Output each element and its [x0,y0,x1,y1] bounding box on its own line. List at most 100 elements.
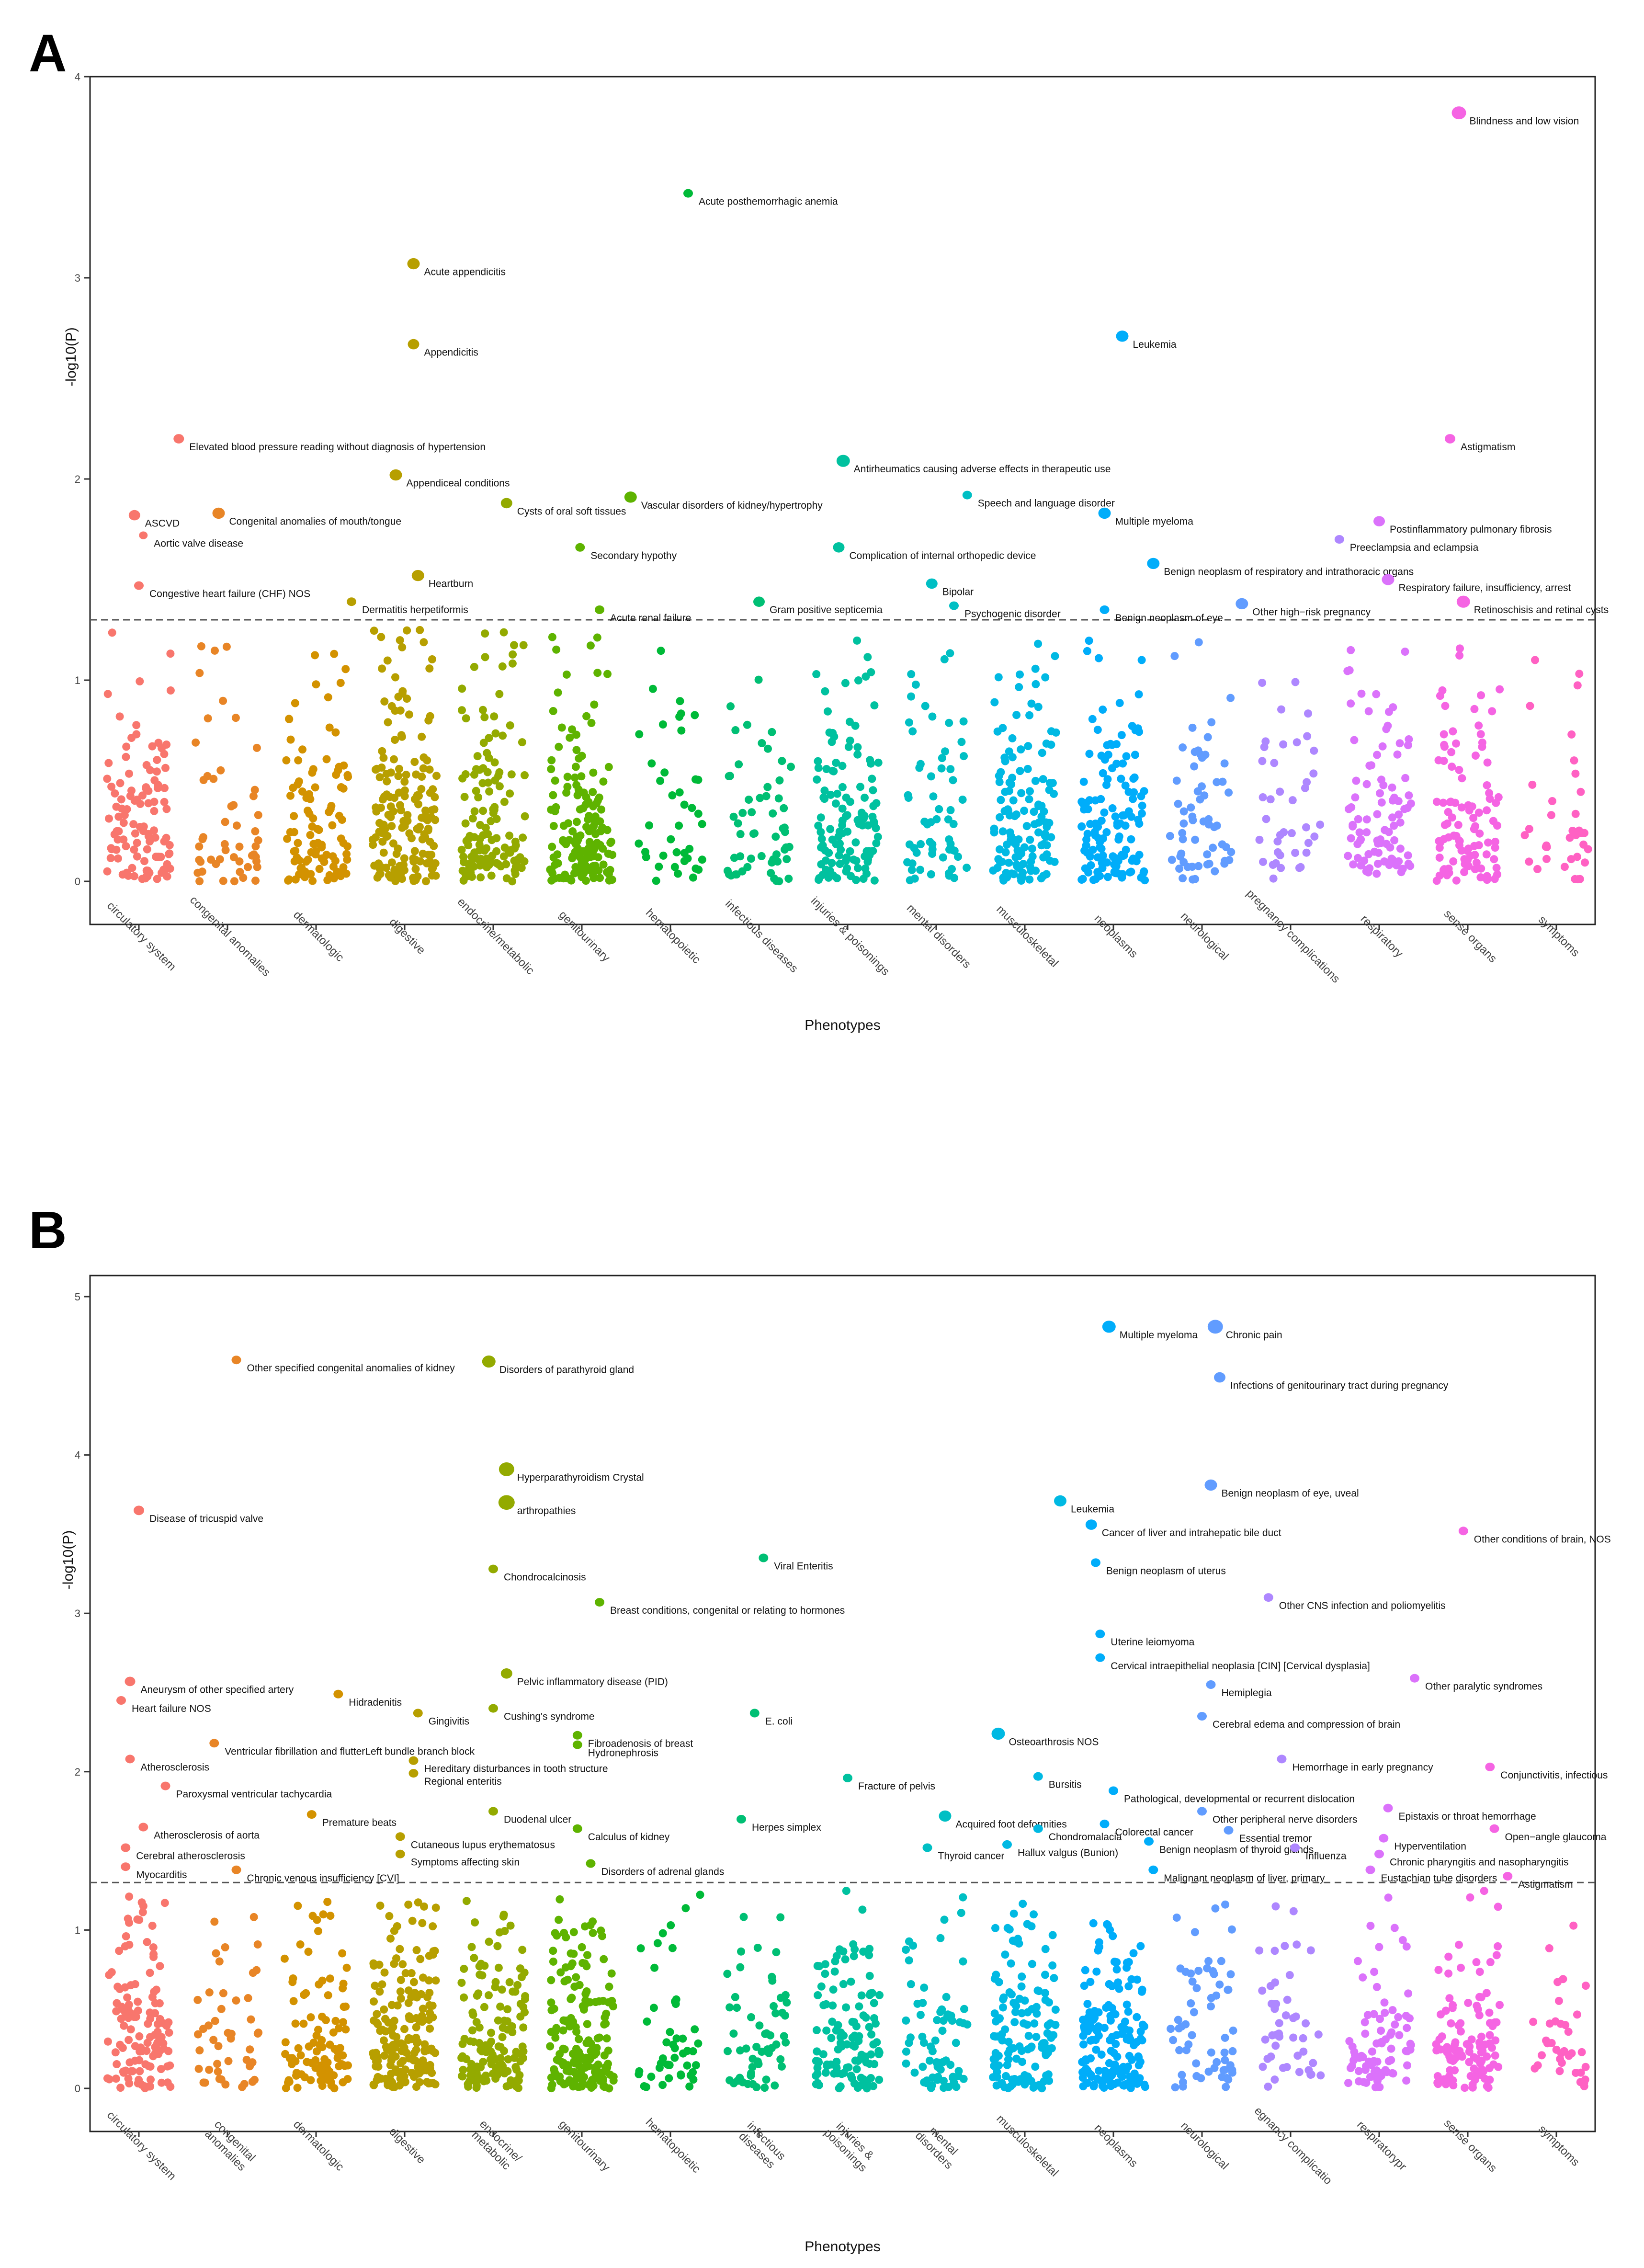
significant-point-marker [683,189,693,198]
data-point [1016,670,1024,679]
panel-b-x-tick-label-hematopoietic: hematopoietic [643,2116,703,2176]
significant-point-marker [1410,1674,1419,1683]
data-point [195,877,204,886]
panel-b-significant-point-colorectal-cancer: Colorectal cancer [1100,1819,1193,1838]
data-point [282,756,291,764]
panel-b-significant-point-other-peripheral-nerve-disorders: Other peripheral nerve disorders [1197,1807,1357,1825]
data-point [308,768,317,777]
data-point [1302,2019,1310,2028]
data-point [999,1993,1008,2002]
data-point [312,680,320,689]
panel-b-points-infectious-diseases [723,1913,791,2092]
panel-b-significant-point-conjunctivitis-infectious: Conjunctivitis, infectious [1485,1762,1608,1781]
data-point [142,783,150,792]
data-point [827,790,835,799]
data-point [380,2051,388,2060]
significant-point-marker [395,1849,405,1858]
data-point [485,1991,493,2000]
data-point [479,764,488,773]
data-point [162,872,171,880]
data-point [597,805,605,814]
significant-point-label: Preeclampsia and eclampsia [1350,542,1479,553]
data-point [547,756,556,764]
data-point [137,1898,146,1907]
data-point [1483,2052,1491,2061]
data-point [685,2082,694,2091]
data-point [829,1985,838,1994]
data-point [778,2062,786,2071]
data-point [416,626,424,634]
significant-point-marker [1373,516,1385,526]
data-point [666,2028,674,2036]
panel-b-significant-point-fibroadenosis-of-breast: Fibroadenosis of breast [572,1731,693,1749]
data-point [1381,826,1389,834]
data-point [1576,2068,1585,2077]
data-point [399,861,408,869]
data-point [731,1993,739,2001]
data-point [1204,1957,1213,1965]
data-point [472,786,480,795]
data-point [1217,1957,1225,1965]
data-point [599,860,608,869]
data-point [1455,766,1463,774]
data-point [1212,1991,1221,2000]
data-point [1023,764,1032,773]
data-point [389,2023,397,2031]
data-point [870,876,879,885]
data-point [460,2035,469,2043]
data-point [1037,874,1045,883]
data-point [1285,1971,1294,1979]
data-point [908,727,917,736]
data-point [412,770,420,779]
data-point [1209,843,1217,852]
data-point [398,643,407,651]
data-point [420,638,428,647]
data-point [432,772,441,780]
data-point [1012,711,1021,719]
panel-a-x-tick-label-circulatory-system: circulatory system [104,899,179,973]
data-point [1129,775,1138,783]
data-point [136,677,144,685]
data-point [1035,2081,1043,2089]
significant-point-marker [572,1824,582,1833]
significant-point-label: Benign neoplasm of eye [1115,613,1223,624]
significant-point-marker [1374,1849,1384,1858]
data-point [508,659,517,668]
data-point [587,718,596,727]
data-point [1452,876,1461,885]
data-point [1581,1982,1590,1990]
data-point [214,2067,222,2076]
data-point [400,854,408,863]
panel-b-significant-point-cervical-intraepithelial-neoplasia-cin-cervical-dysplasia: Cervical intraepithelial neoplasia [CIN]… [1095,1653,1370,1672]
data-point [1179,835,1187,843]
data-point [1124,2007,1133,2016]
data-point [842,2003,850,2012]
data-point [548,843,556,851]
data-point [1192,1984,1201,1993]
panel-b-significant-point-cerebral-edema-and-compression-of-brain: Cerebral edema and compression of brain [1197,1712,1400,1730]
data-point [125,1940,134,1949]
data-point [1170,652,1179,661]
data-point [869,786,877,795]
data-point [677,2070,685,2079]
data-point [650,1963,659,1972]
data-point [398,823,407,832]
data-point [1374,839,1382,848]
significant-point-label: Antirheumatics causing adverse effects i… [854,464,1111,475]
data-point [1112,760,1121,768]
significant-point-label: Benign neoplasm of respiratory and intra… [1164,566,1414,577]
significant-point-label: Elevated blood pressure reading without … [189,442,486,453]
data-point [1077,822,1086,831]
data-point [838,2070,846,2078]
data-point [1110,2049,1118,2057]
data-point [474,793,483,802]
data-point [958,796,967,804]
data-point [698,820,706,828]
data-point [775,776,784,785]
significant-point-label: Cushing's syndrome [504,1711,595,1722]
data-point [1087,2071,1095,2079]
data-point [399,817,408,825]
data-point [1492,2018,1501,2027]
significant-point-marker [939,1810,952,1822]
data-point [1018,1972,1026,1981]
